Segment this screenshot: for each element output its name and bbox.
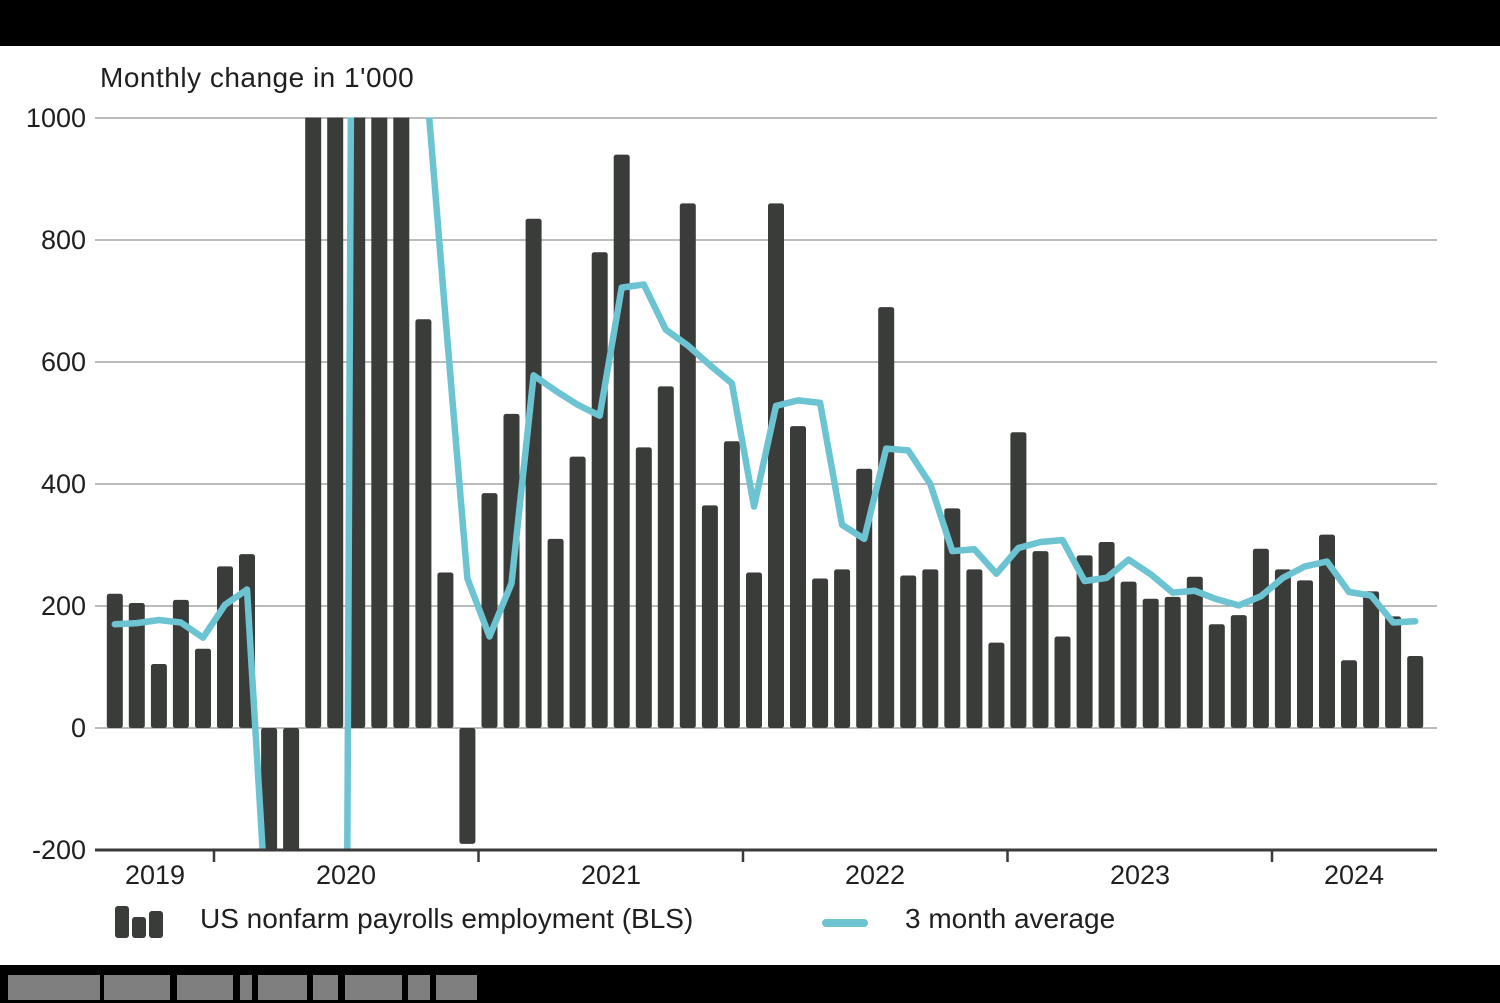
bar: [371, 117, 388, 728]
y-axis-label: 800: [40, 225, 86, 255]
x-year-label: 2019: [124, 860, 186, 890]
bar: [1319, 534, 1335, 728]
legend: US nonfarm payrolls employment (BLS) 3 m…: [0, 898, 1500, 944]
bar: [1385, 616, 1402, 728]
bar: [966, 569, 983, 728]
bar: [1032, 551, 1049, 728]
redaction-block: [313, 975, 338, 1000]
bar-series-icon: [115, 904, 167, 938]
bar: [1252, 548, 1269, 728]
bar: [195, 648, 211, 728]
bar: [1208, 624, 1225, 728]
redaction-block: [240, 975, 252, 1000]
top-black-bar: [0, 0, 1500, 46]
line-series-label: 3 month average: [905, 903, 1116, 934]
bar: [569, 456, 586, 728]
bar: [701, 505, 718, 729]
bar: [1054, 636, 1071, 728]
bar: [834, 569, 851, 728]
redaction-block: [104, 975, 170, 1000]
bar: [1297, 580, 1313, 728]
bar: [746, 572, 762, 728]
redaction-block: [345, 975, 402, 1000]
bar: [1120, 581, 1137, 728]
bar: [393, 117, 410, 728]
bar: [415, 319, 432, 728]
bar: [591, 252, 608, 728]
bar: [768, 203, 784, 728]
bar: [283, 728, 300, 851]
redaction-block: [177, 975, 233, 1000]
bar: [217, 566, 233, 729]
x-year-label: 2024: [1323, 860, 1385, 890]
bar: [481, 493, 498, 728]
x-year-label: 2021: [580, 860, 642, 890]
bar: [812, 578, 829, 728]
x-year-label: 2020: [315, 860, 377, 890]
bar: [635, 447, 652, 728]
bar: [172, 599, 189, 728]
bar: [900, 575, 917, 728]
bar: [1098, 542, 1115, 728]
bar-series-label: US nonfarm payrolls employment (BLS): [200, 903, 694, 934]
redaction-block: [436, 975, 477, 1000]
redaction-block: [408, 975, 430, 1000]
bar: [150, 664, 167, 728]
bar: [261, 728, 278, 851]
redaction-block: [8, 975, 100, 1000]
bar: [790, 426, 806, 728]
bar: [1230, 615, 1247, 728]
bar: [1142, 598, 1159, 728]
bar: [1341, 660, 1357, 728]
chart-title: Monthly change in 1'000: [100, 62, 415, 93]
bar: [547, 538, 564, 728]
bar: [922, 569, 939, 728]
redaction-block: [258, 975, 307, 1000]
bar: [327, 117, 344, 728]
bar: [878, 307, 895, 728]
bar: [1274, 569, 1291, 728]
bar: [944, 508, 961, 728]
bottom-black-bar: [0, 965, 1500, 1003]
bar: [1076, 555, 1093, 728]
y-axis-label: 1000: [25, 103, 86, 133]
y-axis-label: 400: [40, 469, 86, 499]
bar: [613, 154, 630, 729]
bar: [1407, 656, 1424, 728]
bar: [679, 203, 696, 728]
bar: [723, 441, 740, 728]
bar: [1363, 591, 1380, 728]
line-series-icon: [822, 919, 868, 927]
y-axis-label: 0: [70, 713, 86, 743]
bar: [305, 117, 322, 728]
bar: [106, 593, 123, 728]
x-year-label: 2023: [1109, 860, 1171, 890]
bar: [657, 386, 674, 728]
y-axis-label: 600: [40, 347, 86, 377]
x-year-label: 2022: [844, 860, 906, 890]
bar: [988, 642, 1005, 728]
y-axis-label: 200: [40, 591, 86, 621]
bar: [128, 603, 145, 728]
bar: [525, 218, 542, 728]
bar: [459, 728, 476, 844]
bar: [1186, 576, 1203, 728]
y-axis-label: -200: [31, 835, 86, 865]
bar: [1164, 596, 1181, 729]
bar: [1010, 432, 1027, 728]
bar: [437, 572, 454, 728]
avg-line: [111, 117, 1419, 851]
